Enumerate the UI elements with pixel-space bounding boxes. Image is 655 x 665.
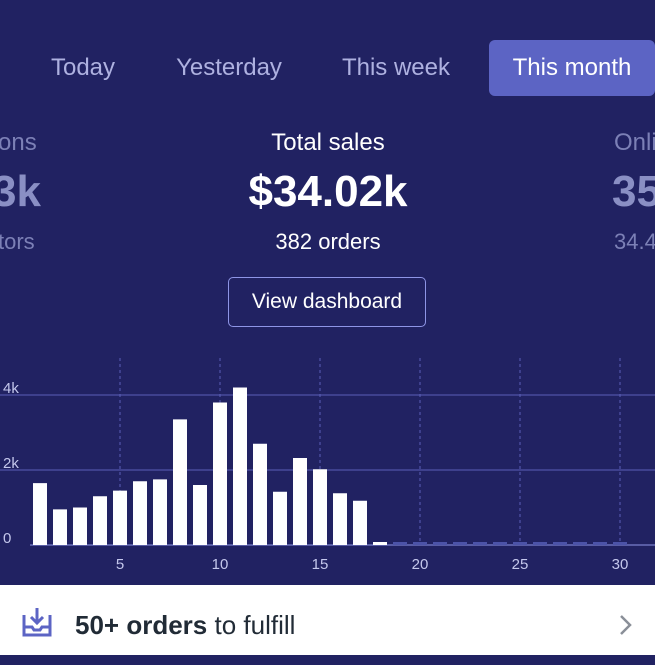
- bar-empty: [393, 542, 407, 545]
- bar: [313, 469, 327, 545]
- bar: [293, 458, 307, 545]
- bar-empty: [433, 542, 447, 545]
- bar: [273, 491, 287, 545]
- bar: [153, 479, 167, 545]
- bar: [33, 483, 47, 545]
- x-tick-label: 5: [116, 556, 124, 573]
- x-tick-label: 10: [212, 556, 229, 573]
- y-tick-label: 0: [3, 530, 11, 547]
- bar: [73, 507, 87, 545]
- orders-to-fulfill-text: 50+ orders to fulfill: [75, 585, 295, 665]
- bar: [213, 402, 227, 545]
- tab-yesterday[interactable]: Yesterday: [176, 54, 282, 81]
- chevron-right-icon: [620, 615, 632, 635]
- x-tick-label: 20: [412, 556, 429, 573]
- orders-count: 50+ orders: [75, 610, 208, 640]
- bar-empty: [573, 542, 587, 545]
- stat-left-label: ons: [0, 129, 37, 156]
- stat-left-value: 3k: [0, 167, 41, 216]
- stat-right-value: 35: [612, 167, 655, 216]
- stat-total-sales-label: Total sales: [271, 129, 385, 156]
- view-dashboard-button[interactable]: View dashboard: [228, 277, 426, 327]
- y-tick-label: 2k: [3, 455, 19, 472]
- bar-empty: [493, 542, 507, 545]
- bar-empty: [613, 542, 627, 545]
- stat-right-sub: 34.4: [614, 229, 655, 254]
- bar: [193, 485, 207, 545]
- bar-empty: [553, 542, 567, 545]
- bar: [253, 443, 267, 545]
- stat-total-sales-orders: 382 orders: [275, 229, 381, 254]
- bar: [53, 509, 67, 545]
- tab-this-month[interactable]: This month: [489, 40, 655, 96]
- x-tick-label: 15: [312, 556, 329, 573]
- bar-empty: [473, 542, 487, 545]
- sales-chart: 0 2k 4k 5 10 15 20 25 30: [0, 358, 655, 573]
- bar: [333, 493, 347, 545]
- bar: [113, 490, 127, 545]
- orders-to-fulfill-banner[interactable]: 50+ orders to fulfill: [0, 585, 655, 655]
- bar-empty: [513, 542, 527, 545]
- bar: [93, 496, 107, 545]
- x-tick-label: 30: [612, 556, 629, 573]
- tab-this-week[interactable]: This week: [341, 54, 451, 81]
- stat-total-sales-value: $34.02k: [248, 167, 408, 216]
- bar: [373, 542, 387, 545]
- stat-left-sub: tors: [0, 229, 35, 254]
- inbox-download-icon: [22, 608, 52, 637]
- bar: [133, 481, 147, 545]
- y-tick-label: 4k: [3, 380, 19, 397]
- tab-today[interactable]: Today: [50, 54, 116, 81]
- date-range-tabs: Today Yesterday This week This month: [0, 40, 655, 96]
- bar: [173, 419, 187, 545]
- bar-empty: [593, 542, 607, 545]
- bar-empty: [533, 542, 547, 545]
- bar: [233, 387, 247, 545]
- bar: [353, 500, 367, 545]
- bar-empty: [453, 542, 467, 545]
- x-tick-label: 25: [512, 556, 529, 573]
- bar-empty: [413, 542, 427, 545]
- stat-right-label: Onli: [614, 129, 655, 156]
- orders-suffix: to fulfill: [207, 610, 296, 640]
